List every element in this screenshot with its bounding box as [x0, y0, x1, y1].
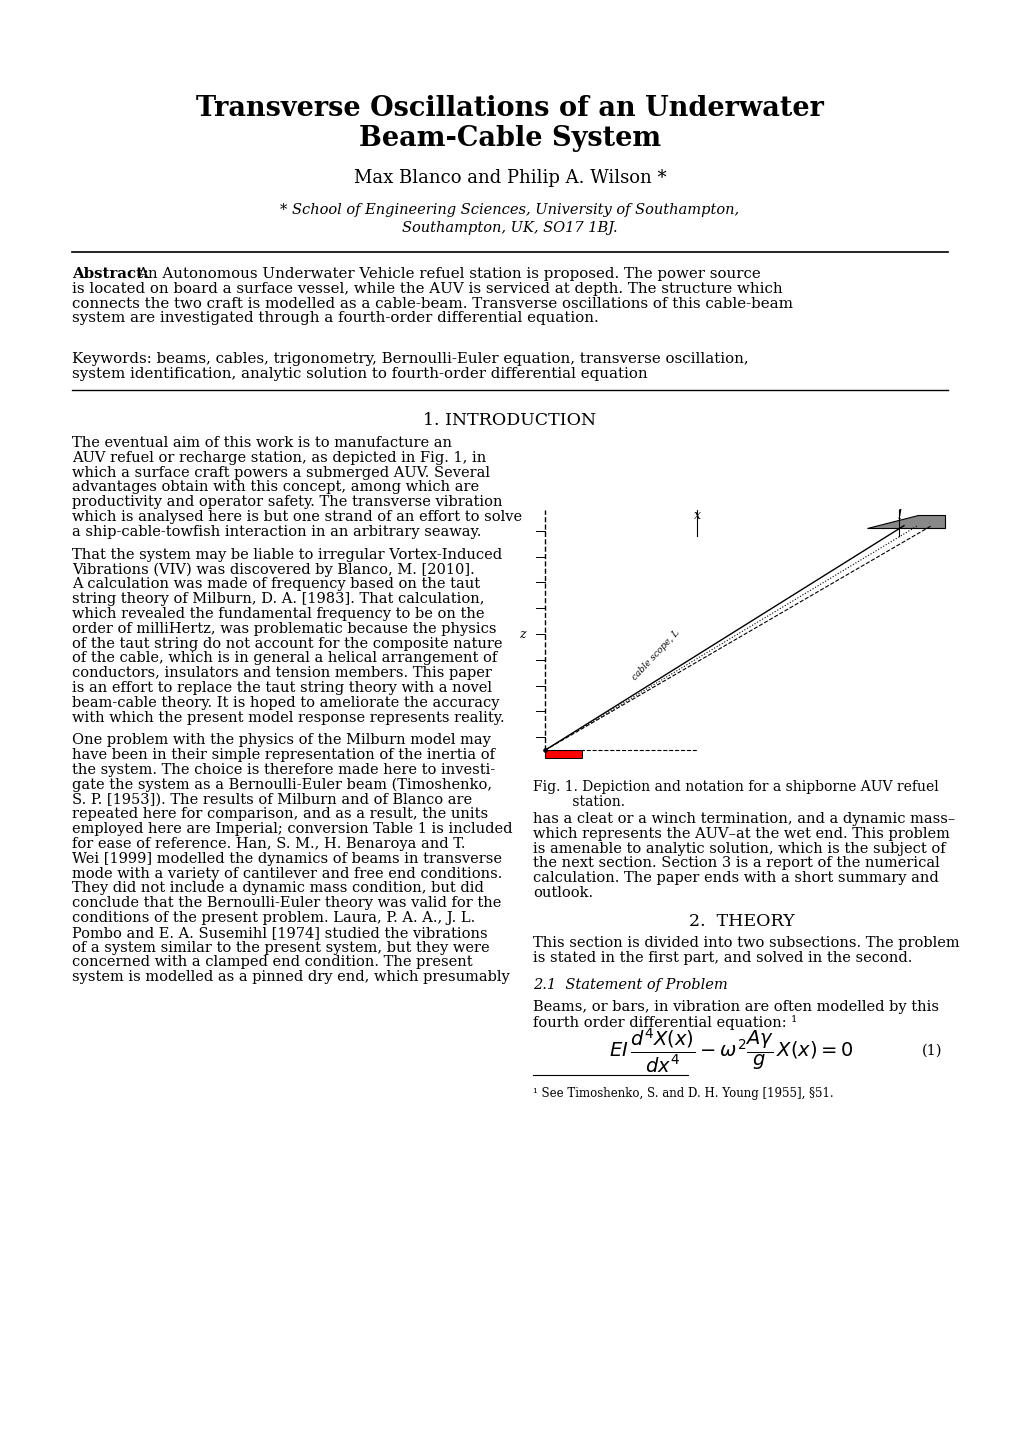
Text: They did not include a dynamic mass condition, but did: They did not include a dynamic mass cond… [72, 881, 483, 895]
Text: l: l [897, 509, 901, 522]
Text: Transverse Oscillations of an Underwater: Transverse Oscillations of an Underwater [196, 95, 823, 121]
Text: is amenable to analytic solution, which is the subject of: is amenable to analytic solution, which … [533, 842, 945, 855]
Text: This section is divided into two subsections. The problem: This section is divided into two subsect… [533, 936, 959, 950]
Text: 2.1  Statement of Problem: 2.1 Statement of Problem [533, 978, 727, 992]
Text: Max Blanco and Philip A. Wilson *: Max Blanco and Philip A. Wilson * [354, 169, 665, 187]
Text: Beam-Cable System: Beam-Cable System [359, 124, 660, 151]
Polygon shape [545, 750, 582, 758]
Text: has a cleat or a winch termination, and a dynamic mass–: has a cleat or a winch termination, and … [533, 812, 955, 826]
Text: is stated in the first part, and solved in the second.: is stated in the first part, and solved … [533, 952, 911, 965]
Text: $EI\,\dfrac{d^4 X(x)}{dx^4} - \omega^2\dfrac{A\gamma}{g}\,X(x) = 0$: $EI\,\dfrac{d^4 X(x)}{dx^4} - \omega^2\d… [608, 1027, 853, 1076]
Text: One problem with the physics of the Milburn model may: One problem with the physics of the Milb… [72, 734, 490, 747]
Text: which a surface craft powers a submerged AUV. Several: which a surface craft powers a submerged… [72, 466, 489, 480]
Text: That the system may be liable to irregular Vortex-Induced: That the system may be liable to irregul… [72, 548, 501, 562]
Text: advantages obtain with this concept, among which are: advantages obtain with this concept, amo… [72, 480, 479, 495]
Text: S. P. [1953]). The results of Milburn and of Blanco are: S. P. [1953]). The results of Milburn an… [72, 793, 472, 806]
Text: concerned with a clamped end condition. The present: concerned with a clamped end condition. … [72, 956, 472, 969]
Text: A calculation was made of frequency based on the taut: A calculation was made of frequency base… [72, 577, 480, 591]
Text: gate the system as a Bernoulli-Euler beam (Timoshenko,: gate the system as a Bernoulli-Euler bea… [72, 777, 491, 792]
Text: which represents the AUV–at the wet end. This problem: which represents the AUV–at the wet end.… [533, 826, 949, 841]
Text: system is modelled as a pinned dry end, which presumably: system is modelled as a pinned dry end, … [72, 970, 510, 985]
Text: productivity and operator safety. The transverse vibration: productivity and operator safety. The tr… [72, 495, 502, 509]
Text: An Autonomous Underwater Vehicle refuel station is proposed. The power source: An Autonomous Underwater Vehicle refuel … [137, 267, 760, 281]
Text: calculation. The paper ends with a short summary and: calculation. The paper ends with a short… [533, 871, 937, 885]
Text: fourth order differential equation: ¹: fourth order differential equation: ¹ [533, 1015, 796, 1030]
Text: x: x [693, 509, 700, 522]
Text: ¹ See Timoshenko, S. and D. H. Young [1955], §51.: ¹ See Timoshenko, S. and D. H. Young [19… [533, 1087, 833, 1100]
Text: which revealed the fundamental frequency to be on the: which revealed the fundamental frequency… [72, 607, 484, 622]
Text: (1): (1) [920, 1044, 942, 1058]
Text: have been in their simple representation of the inertia of: have been in their simple representation… [72, 748, 494, 763]
Text: beam-cable theory. It is hoped to ameliorate the accuracy: beam-cable theory. It is hoped to amelio… [72, 695, 499, 709]
Text: AUV refuel or recharge station, as depicted in Fig. 1, in: AUV refuel or recharge station, as depic… [72, 451, 486, 464]
Text: Southampton, UK, SO17 1BJ.: Southampton, UK, SO17 1BJ. [401, 221, 618, 235]
Text: Wei [1999] modelled the dynamics of beams in transverse: Wei [1999] modelled the dynamics of beam… [72, 852, 501, 865]
Text: 2.  THEORY: 2. THEORY [688, 913, 794, 930]
Text: Fig. 1. Depiction and notation for a shipborne AUV refuel: Fig. 1. Depiction and notation for a shi… [533, 780, 937, 795]
Text: is an effort to replace the taut string theory with a novel: is an effort to replace the taut string … [72, 681, 491, 695]
Text: system are investigated through a fourth-order differential equation.: system are investigated through a fourth… [72, 311, 598, 326]
Text: conditions of the present problem. Laura, P. A. A., J. L.: conditions of the present problem. Laura… [72, 911, 475, 926]
Text: Beams, or bars, in vibration are often modelled by this: Beams, or bars, in vibration are often m… [533, 999, 938, 1014]
Text: employed here are Imperial; conversion Table 1 is included: employed here are Imperial; conversion T… [72, 822, 512, 836]
Text: is located on board a surface vessel, while the AUV is serviced at depth. The st: is located on board a surface vessel, wh… [72, 281, 782, 296]
Text: of the taut string do not account for the composite nature: of the taut string do not account for th… [72, 636, 502, 650]
Text: z: z [519, 627, 525, 640]
Text: station.: station. [533, 795, 625, 809]
Text: for ease of reference. Han, S. M., H. Benaroya and T.: for ease of reference. Han, S. M., H. Be… [72, 836, 465, 851]
Text: the next section. Section 3 is a report of the numerical: the next section. Section 3 is a report … [533, 857, 938, 871]
Text: which is analysed here is but one strand of an effort to solve: which is analysed here is but one strand… [72, 510, 522, 523]
Text: order of milliHertz, was problematic because the physics: order of milliHertz, was problematic bec… [72, 622, 496, 636]
Text: a ship-cable-towfish interaction in an arbitrary seaway.: a ship-cable-towfish interaction in an a… [72, 525, 481, 539]
Text: mode with a variety of cantilever and free end conditions.: mode with a variety of cantilever and fr… [72, 867, 502, 881]
Text: The eventual aim of this work is to manufacture an: The eventual aim of this work is to manu… [72, 435, 451, 450]
Text: Abstract:: Abstract: [72, 267, 149, 281]
Text: of the cable, which is in general a helical arrangement of: of the cable, which is in general a heli… [72, 652, 497, 665]
Text: * School of Engineering Sciences, University of Southampton,: * School of Engineering Sciences, Univer… [280, 203, 739, 216]
Text: repeated here for comparison, and as a result, the units: repeated here for comparison, and as a r… [72, 808, 488, 822]
Polygon shape [866, 515, 945, 528]
Text: conclude that the Bernoulli-Euler theory was valid for the: conclude that the Bernoulli-Euler theory… [72, 897, 501, 910]
Text: Keywords: beams, cables, trigonometry, Bernoulli-Euler equation, transverse osci: Keywords: beams, cables, trigonometry, B… [72, 352, 748, 366]
Text: cable scope, L: cable scope, L [630, 627, 681, 682]
Text: of a system similar to the present system, but they were: of a system similar to the present syste… [72, 940, 489, 955]
Text: with which the present model response represents reality.: with which the present model response re… [72, 711, 504, 724]
Text: Vibrations (VIV) was discovered by Blanco, M. [2010].: Vibrations (VIV) was discovered by Blanc… [72, 562, 474, 577]
Text: the system. The choice is therefore made here to investi-: the system. The choice is therefore made… [72, 763, 495, 777]
Text: outlook.: outlook. [533, 885, 592, 900]
Text: conductors, insulators and tension members. This paper: conductors, insulators and tension membe… [72, 666, 491, 681]
Text: Pombo and E. A. Susemihl [1974] studied the vibrations: Pombo and E. A. Susemihl [1974] studied … [72, 926, 487, 940]
Text: connects the two craft is modelled as a cable-beam. Transverse oscillations of t: connects the two craft is modelled as a … [72, 297, 792, 310]
Text: string theory of Milburn, D. A. [1983]. That calculation,: string theory of Milburn, D. A. [1983]. … [72, 593, 484, 606]
Text: 1. INTRODUCTION: 1. INTRODUCTION [423, 412, 596, 430]
Text: system identification, analytic solution to fourth-order differential equation: system identification, analytic solution… [72, 366, 647, 381]
